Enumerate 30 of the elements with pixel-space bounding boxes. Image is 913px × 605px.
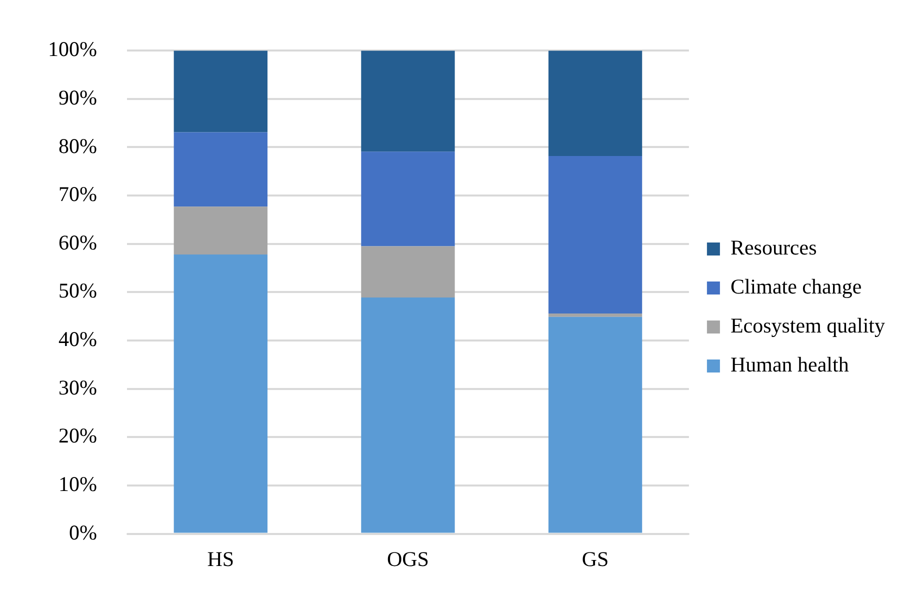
y-tick-label: 10% (58, 472, 97, 496)
legend-label: Climate change (730, 274, 862, 299)
x-tick-label: OGS (386, 546, 429, 571)
y-tick-label: 80% (58, 134, 97, 158)
x-tick-label: HS (207, 546, 234, 571)
y-tick-label: 20% (58, 424, 97, 448)
y-tick-label: 90% (58, 85, 97, 110)
y-tick-label: 40% (58, 327, 97, 352)
bar (548, 313, 642, 317)
bar (174, 132, 268, 207)
bar (361, 246, 455, 298)
legend-label: Human health (730, 352, 850, 377)
bar (361, 50, 455, 152)
legend-label: Resources (730, 236, 817, 260)
y-tick-label: 30% (58, 375, 97, 400)
bar (174, 50, 268, 132)
bar (361, 298, 455, 533)
x-tick-label: GS (582, 546, 609, 571)
y-tick-label: 60% (58, 230, 97, 254)
bar (548, 316, 642, 533)
bar (174, 254, 268, 533)
bar (548, 156, 642, 314)
bar (174, 206, 268, 255)
y-tick-label: 70% (58, 182, 97, 206)
bar (361, 152, 455, 246)
y-tick-label: 100% (48, 37, 97, 62)
legend-label: Ecosystem quality (730, 314, 886, 338)
bar (548, 50, 642, 156)
y-tick-label: 50% (58, 278, 97, 303)
y-tick-label: 0% (68, 520, 97, 544)
